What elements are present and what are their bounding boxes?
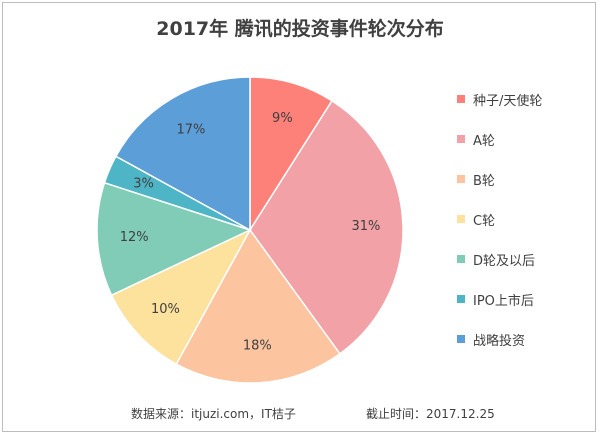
legend-swatch [457,255,465,263]
legend-swatch [457,335,465,343]
legend-item-seed-angel: 种子/天使轮 [457,89,597,109]
pie-slice-series-a [249,99,404,355]
slice-label-strategic: 17% [176,123,205,138]
legend-item-series-a: A轮 [457,129,597,149]
slice-label-series-c: 10% [151,302,180,317]
legend-swatch [457,135,465,143]
legend-label: 战略投资 [473,333,526,349]
cutoff-date-note: 截止时间：2017.12.25 [366,407,495,421]
pie-slice-series-d-plus [96,181,253,297]
legend-label: IPO上市后 [473,293,534,309]
legend-label: B轮 [473,173,495,189]
legend-swatch [457,175,465,183]
legend-label: D轮及以后 [473,253,536,269]
legend-item-post-ipo: IPO上市后 [457,289,597,309]
legend-swatch [457,295,465,303]
slice-label-series-d-plus: 12% [120,230,149,245]
legend-swatch [457,215,465,223]
legend-item-series-b: B轮 [457,169,597,189]
legend-label: C轮 [473,213,496,229]
legend-label: A轮 [473,133,495,149]
data-source-note: 数据来源：itjuzi.com，IT桔子 [131,407,296,421]
legend-item-series-d-plus: D轮及以后 [457,249,597,269]
pie-slice-seed-angel [249,76,334,233]
legend-swatch [457,95,465,103]
slice-label-series-a: 31% [351,219,380,234]
legend-item-strategic: 战略投资 [457,329,597,349]
legend-item-series-c: C轮 [457,209,597,229]
slice-label-seed-angel: 9% [272,111,293,126]
pie-slice-series-b [175,228,341,384]
chart-title: 2017年 腾讯的投资事件轮次分布 [156,18,444,40]
pie-slice-series-c [110,228,252,366]
slice-label-post-ipo: 3% [133,176,154,191]
pie-slice-strategic [114,76,251,232]
slice-label-series-b: 18% [243,338,272,353]
legend-label: 种子/天使轮 [473,93,543,109]
